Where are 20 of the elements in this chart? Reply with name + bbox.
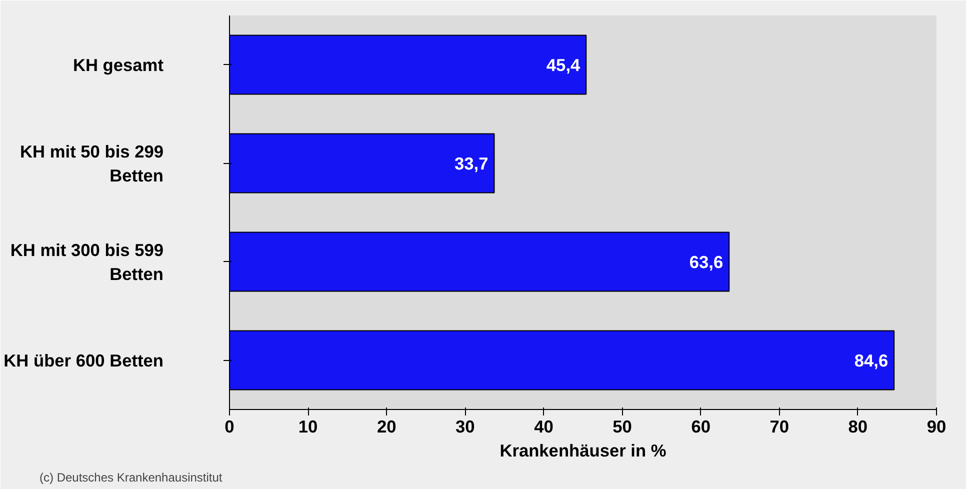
x-tick-label: 50 xyxy=(612,416,632,436)
x-tick-label: 0 xyxy=(224,416,234,436)
text: (c) Deutsches Krankenhausinstitut xyxy=(40,470,223,484)
data-label: 33,7 xyxy=(454,153,488,174)
x-tick-label: 80 xyxy=(848,416,868,436)
x-axis-title: Krankenhäuser in % xyxy=(500,440,666,460)
y-tick-label: KH mit 50 bis 299 Betten xyxy=(20,141,164,186)
x-tick-label: 60 xyxy=(691,416,710,436)
y-tick-label: KH über 600 Betten xyxy=(4,350,164,370)
x-tick-label: 70 xyxy=(770,416,790,436)
y-tick-label: KH mit 300 bis 599 Betten xyxy=(10,240,164,284)
data-label: 45,4 xyxy=(546,54,581,75)
data-label: 63,6 xyxy=(689,252,724,272)
y-tick-label: KH gesamt xyxy=(72,54,164,75)
x-tick-label: 90 xyxy=(926,416,946,436)
x-tick-label: 20 xyxy=(376,416,396,436)
data-label: 84,6 xyxy=(854,350,888,370)
x-tick-label: 40 xyxy=(534,416,554,436)
x-tick-label: 30 xyxy=(456,416,475,436)
x-tick-label: 10 xyxy=(298,416,318,436)
